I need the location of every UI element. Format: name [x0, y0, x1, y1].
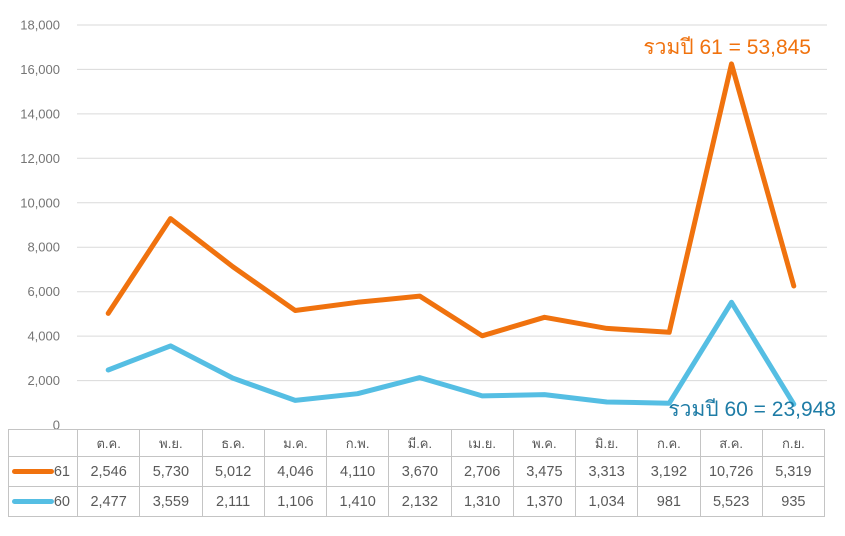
y-axis-tick-label: 18,000 [20, 18, 60, 33]
value-cell: 10,726 [699, 456, 763, 487]
value-cell: 4,110 [325, 456, 390, 487]
value-cell: 1,106 [263, 486, 328, 517]
month-header-cell: ก.ค. [637, 429, 701, 457]
value-cell: 3,559 [139, 486, 203, 517]
series-61-legend-swatch-icon [12, 469, 54, 474]
value-cell: 5,523 [699, 486, 763, 517]
month-header-cell: ก.พ. [325, 429, 390, 457]
value-cell: 935 [761, 486, 826, 517]
y-axis-tick-label: 14,000 [20, 106, 60, 121]
month-header-row: ต.ค. พ.ย. ธ.ค. ม.ค. ก.พ. มี.ค. เม.ย. พ.ค. มิ.ย. ก… [8, 429, 826, 457]
month-header-cell: ส.ค. [699, 429, 763, 457]
y-axis-tick-label: 0 [53, 418, 60, 430]
series-60-line [105, 299, 797, 407]
month-header-cell: ก.ย. [761, 429, 826, 457]
annotation-total-60: รวมปี 60 = 23,948 [668, 398, 836, 421]
series-name-label: 61 [53, 463, 70, 480]
series-60-legend-swatch-icon [12, 499, 54, 504]
month-header-cell: มิ.ย. [574, 429, 639, 457]
table-corner-cell [8, 429, 78, 457]
table-row-series-61: 61 2,546 5,730 5,012 4,046 4,110 3,670 2,706 3,… [8, 456, 826, 487]
chart-data-table: ต.ค. พ.ย. ธ.ค. ม.ค. ก.พ. มี.ค. เม.ย. พ.ค. มิ.ย. ก… [8, 429, 826, 517]
y-axis-tick-label: 10,000 [20, 195, 60, 210]
value-cell: 4,046 [263, 456, 328, 487]
y-axis-tick-label: 4,000 [27, 329, 60, 344]
value-cell: 2,706 [450, 456, 514, 487]
value-cell: 1,034 [574, 486, 639, 517]
value-cell: 2,132 [388, 486, 452, 517]
value-cell: 5,730 [139, 456, 203, 487]
value-cell: 1,370 [512, 486, 577, 517]
y-axis-tick-label: 8,000 [27, 240, 60, 255]
series-name-label: 60 [53, 493, 70, 510]
value-cell: 3,670 [388, 456, 452, 487]
legend-cell: 60 [8, 486, 78, 517]
y-axis-tick-label: 2,000 [27, 373, 60, 388]
value-cell: 1,310 [450, 486, 514, 517]
value-cell: 3,192 [637, 456, 701, 487]
y-axis-tick-label: 16,000 [20, 62, 60, 77]
y-axis-tick-label: 6,000 [27, 284, 60, 299]
value-cell: 5,319 [761, 456, 826, 487]
value-cell: 1,410 [325, 486, 390, 517]
annotation-total-61: รวมปี 61 = 53,845 [643, 36, 811, 59]
month-header-cell: มี.ค. [388, 429, 452, 457]
month-header-cell: พ.ย. [139, 429, 203, 457]
month-header-cell: ต.ค. [76, 429, 141, 457]
legend-cell: 61 [8, 456, 78, 487]
value-cell: 3,313 [574, 456, 639, 487]
stacked-line-chart: 0 2,000 4,000 6,000 8,000 10,000 12,000 14,000 1… [20, 18, 827, 430]
month-header-cell: เม.ย. [450, 429, 514, 457]
value-cell: 5,012 [201, 456, 265, 487]
value-cell: 2,546 [76, 456, 141, 487]
value-cell: 3,475 [512, 456, 577, 487]
value-cell: 2,111 [201, 486, 265, 517]
month-header-cell: ธ.ค. [201, 429, 265, 457]
series-61-line [105, 61, 797, 339]
month-header-cell: พ.ค. [512, 429, 577, 457]
table-row-series-60: 60 2,477 3,559 2,111 1,106 1,410 2,132 1,310 1,… [8, 486, 826, 517]
y-axis-tick-label: 12,000 [20, 151, 60, 166]
value-cell: 2,477 [76, 486, 141, 517]
value-cell: 981 [637, 486, 701, 517]
month-header-cell: ม.ค. [263, 429, 328, 457]
